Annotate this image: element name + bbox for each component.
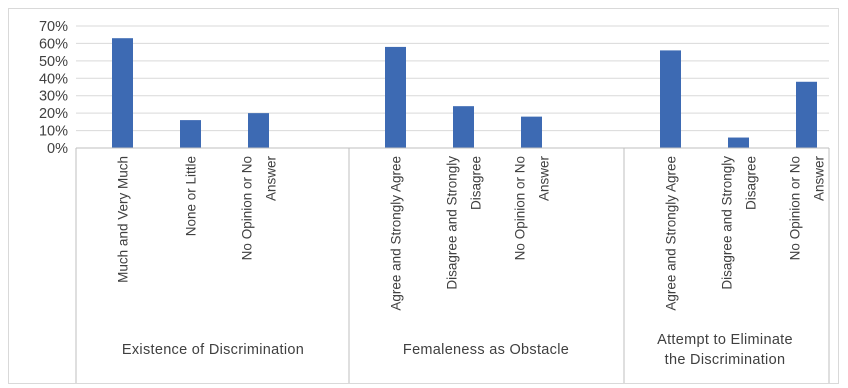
group-labels: Existence of Discrimination Femaleness as… (122, 332, 793, 368)
category-labels: Much and Very Much None or Little No Opini… (116, 155, 827, 310)
category-label: None or Little (184, 156, 199, 236)
y-tick-label: 70% (39, 19, 68, 35)
category-label: No Opinion or No Answer (513, 155, 552, 260)
y-tick-label: 0% (47, 141, 68, 157)
chart-frame (8, 8, 839, 384)
bar (385, 46, 406, 148)
bar (728, 137, 749, 148)
group-label: Femaleness as Obstacle (403, 342, 569, 358)
bar (180, 120, 201, 148)
y-tick-label: 40% (39, 71, 68, 87)
y-tick-label: 60% (39, 36, 68, 52)
y-tick-label: 20% (39, 106, 68, 122)
y-tick-label: 30% (39, 89, 68, 105)
bar (248, 113, 269, 148)
category-label: Disagree and Strongly Disagree (445, 156, 484, 290)
bar (660, 50, 681, 148)
group-label: Existence of Discrimination (122, 342, 304, 358)
y-tick-label: 10% (39, 124, 68, 140)
category-label: No Opinion or No Answer (240, 155, 279, 260)
category-label: No Opinion or No Answer (788, 155, 827, 260)
category-label: Agree and Strongly Agree (389, 156, 404, 311)
bar (521, 116, 542, 148)
category-label: Much and Very Much (116, 156, 131, 283)
bar (453, 106, 474, 148)
bar (796, 81, 817, 148)
bar (112, 38, 133, 149)
category-label: Disagree and Strongly Disagree (720, 156, 759, 290)
y-axis: 0%10% 20%30% 40%50% 60%70% (39, 19, 829, 157)
y-tick-label: 50% (39, 54, 68, 70)
group-label: Attempt to Eliminate the Discrimination (657, 332, 793, 368)
category-label: Agree and Strongly Agree (664, 156, 679, 311)
bars (112, 38, 817, 149)
